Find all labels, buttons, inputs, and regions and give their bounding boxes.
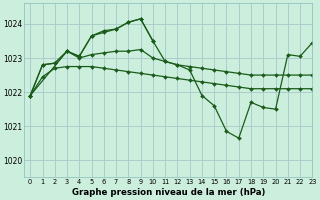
X-axis label: Graphe pression niveau de la mer (hPa): Graphe pression niveau de la mer (hPa) [72, 188, 265, 197]
